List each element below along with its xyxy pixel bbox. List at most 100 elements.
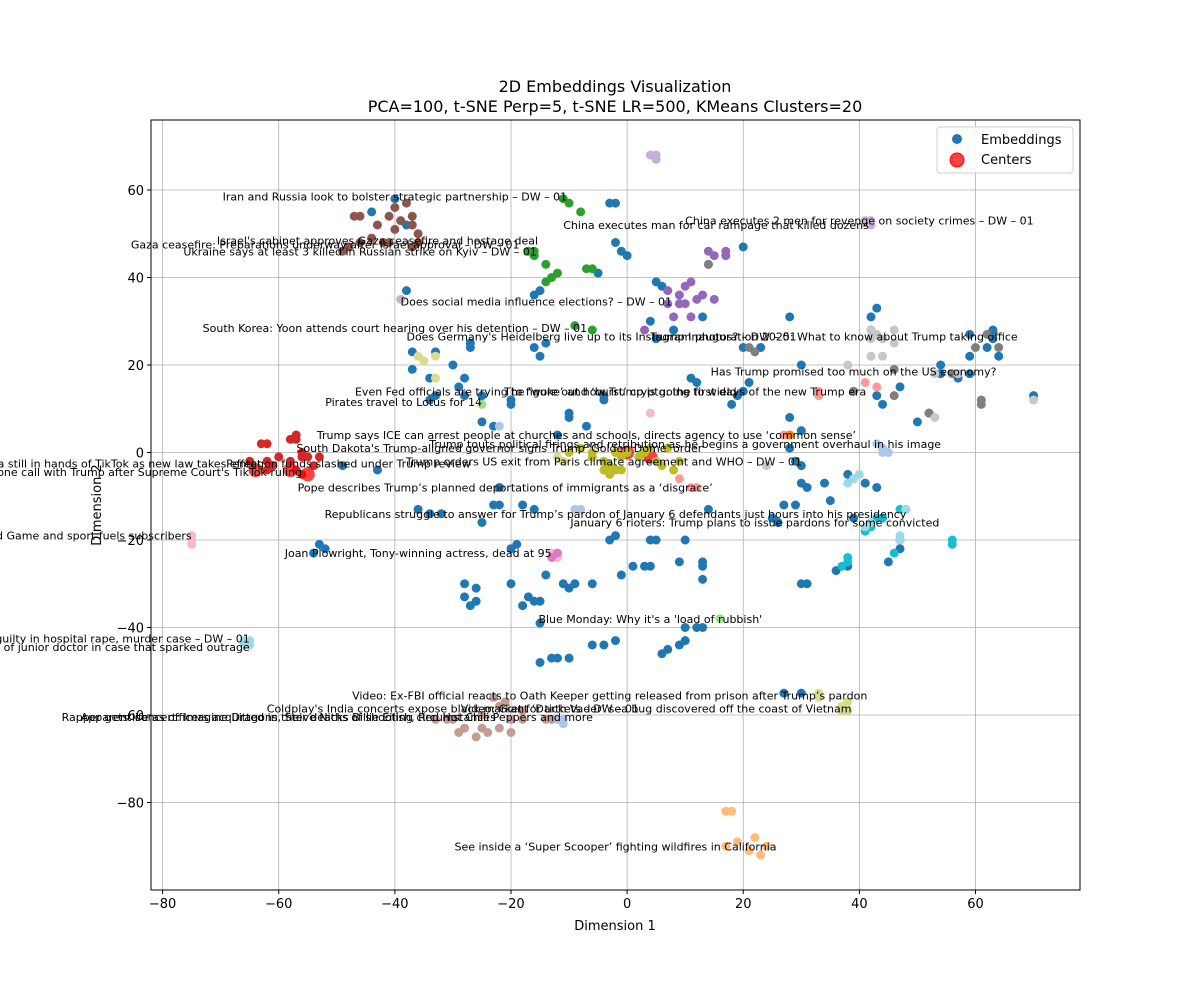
embedding-point bbox=[448, 360, 458, 370]
plot-frame bbox=[150, 119, 1081, 891]
embedding-point bbox=[518, 601, 528, 611]
y-tick-label: −20 bbox=[117, 534, 144, 549]
point-annotation: Even Fed officials are trying to figure … bbox=[355, 385, 737, 398]
embedding-point bbox=[761, 841, 771, 851]
embedding-point bbox=[692, 483, 702, 492]
embedding-point bbox=[866, 312, 876, 322]
embedding-point bbox=[611, 636, 620, 646]
point-annotation: Apparent concert: Imagine Dragons, Steve… bbox=[81, 711, 593, 724]
point-annotation: China executes man for car rampage that … bbox=[563, 219, 869, 232]
embedding-point bbox=[576, 207, 586, 217]
point-annotation: Trump says ICE can arrest people at chur… bbox=[316, 429, 856, 442]
embedding-point bbox=[698, 290, 708, 300]
point-annotation: Republicans struggle to answer for Trump… bbox=[325, 508, 907, 521]
embedding-point bbox=[645, 443, 655, 453]
embedding-point bbox=[460, 373, 470, 383]
embedding-point bbox=[384, 238, 394, 247]
embedding-point bbox=[558, 714, 568, 724]
embedding-point bbox=[494, 500, 504, 510]
embedding-point bbox=[889, 548, 899, 558]
embedding-point bbox=[413, 504, 423, 514]
embedding-point bbox=[477, 710, 487, 720]
embedding-point bbox=[529, 343, 539, 352]
embedding-point bbox=[663, 286, 673, 296]
embedding-point bbox=[599, 395, 609, 405]
point-annotation: Israel's cabinet approves Gaza ceasefire… bbox=[217, 234, 538, 247]
embedding-point bbox=[802, 483, 812, 492]
embedding-point bbox=[674, 557, 684, 567]
embedding-point bbox=[413, 238, 423, 247]
data-points bbox=[187, 150, 1039, 860]
embedding-point bbox=[645, 561, 655, 571]
point-annotation: South Korea: Yoon attends court hearing … bbox=[203, 322, 587, 335]
point-annotation: The ‘woke’ and ‘burst’ crypto: the first… bbox=[503, 385, 866, 398]
embedding-point bbox=[1029, 395, 1039, 405]
point-annotation: Pope describes Trump’s planned deportati… bbox=[298, 482, 713, 495]
embedding-point bbox=[454, 382, 464, 392]
embedding-point bbox=[396, 294, 406, 304]
embedding-point bbox=[645, 535, 655, 545]
embedding-point bbox=[611, 238, 620, 247]
embedding-point bbox=[709, 294, 719, 304]
point-annotations: Iran and Russia look to bolster strategi… bbox=[0, 191, 1034, 854]
point-annotation: Video: Giant ‘Darth Vader’ sea bug disco… bbox=[461, 702, 852, 715]
embedding-point bbox=[494, 421, 504, 431]
embedding-point bbox=[843, 697, 853, 707]
embedding-point bbox=[970, 343, 980, 352]
embedding-point bbox=[796, 360, 806, 370]
point-annotation: Pentagon funds slashed under Trump revie… bbox=[226, 457, 471, 470]
embedding-point bbox=[680, 623, 690, 632]
embedding-point bbox=[703, 259, 713, 269]
embedding-point bbox=[779, 500, 789, 510]
embedding-point bbox=[878, 334, 888, 344]
y-tick-label: −80 bbox=[117, 797, 144, 812]
embedding-point bbox=[407, 220, 417, 230]
point-annotation: Video: Ex-FBI official reacts to Oath Ke… bbox=[352, 689, 867, 702]
embedding-point bbox=[872, 483, 882, 492]
x-tick-label: 60 bbox=[967, 897, 984, 912]
embedding-point bbox=[825, 496, 835, 506]
point-annotation: of junior doctor in case that sparked ou… bbox=[4, 641, 250, 654]
embedding-point bbox=[535, 658, 545, 667]
embedding-point bbox=[529, 246, 539, 256]
embedding-point bbox=[541, 338, 551, 348]
embedding-point bbox=[401, 286, 411, 296]
embedding-point bbox=[674, 474, 684, 484]
point-annotation: Does Germany's Heidelberg live up to its… bbox=[406, 331, 796, 344]
embedding-point bbox=[889, 364, 899, 374]
embedding-point bbox=[645, 408, 655, 418]
embedding-point bbox=[436, 509, 446, 519]
embedding-point bbox=[680, 636, 690, 646]
embedding-point bbox=[674, 299, 684, 309]
embedding-point bbox=[669, 325, 679, 335]
embedding-point bbox=[314, 539, 324, 549]
legend-marker-centers bbox=[949, 152, 965, 168]
y-tick-label: 40 bbox=[127, 272, 144, 287]
embedding-point bbox=[872, 382, 882, 392]
embedding-point bbox=[390, 203, 400, 212]
embedding-point bbox=[471, 583, 481, 593]
embedding-point bbox=[303, 452, 313, 462]
embedding-point bbox=[512, 539, 522, 549]
embedding-point bbox=[721, 841, 731, 851]
embedding-point bbox=[715, 614, 725, 624]
embedding-point bbox=[965, 369, 975, 379]
embedding-point bbox=[727, 399, 737, 409]
embedding-point bbox=[843, 706, 853, 716]
embedding-point bbox=[477, 399, 487, 409]
y-tick-label: −40 bbox=[117, 622, 144, 637]
embedding-point bbox=[785, 413, 795, 422]
legend-marker-embeddings bbox=[952, 134, 962, 144]
x-tick-label: −20 bbox=[497, 897, 524, 912]
embedding-point bbox=[570, 321, 580, 331]
embedding-point bbox=[976, 395, 986, 405]
embedding-point bbox=[744, 846, 754, 856]
embedding-point bbox=[187, 539, 197, 549]
embedding-point bbox=[860, 378, 870, 387]
embedding-point bbox=[477, 391, 487, 401]
embedding-point bbox=[756, 850, 766, 860]
embedding-point bbox=[245, 456, 255, 466]
embedding-point bbox=[477, 518, 487, 527]
embedding-point bbox=[721, 251, 731, 261]
embedding-point bbox=[616, 570, 626, 580]
